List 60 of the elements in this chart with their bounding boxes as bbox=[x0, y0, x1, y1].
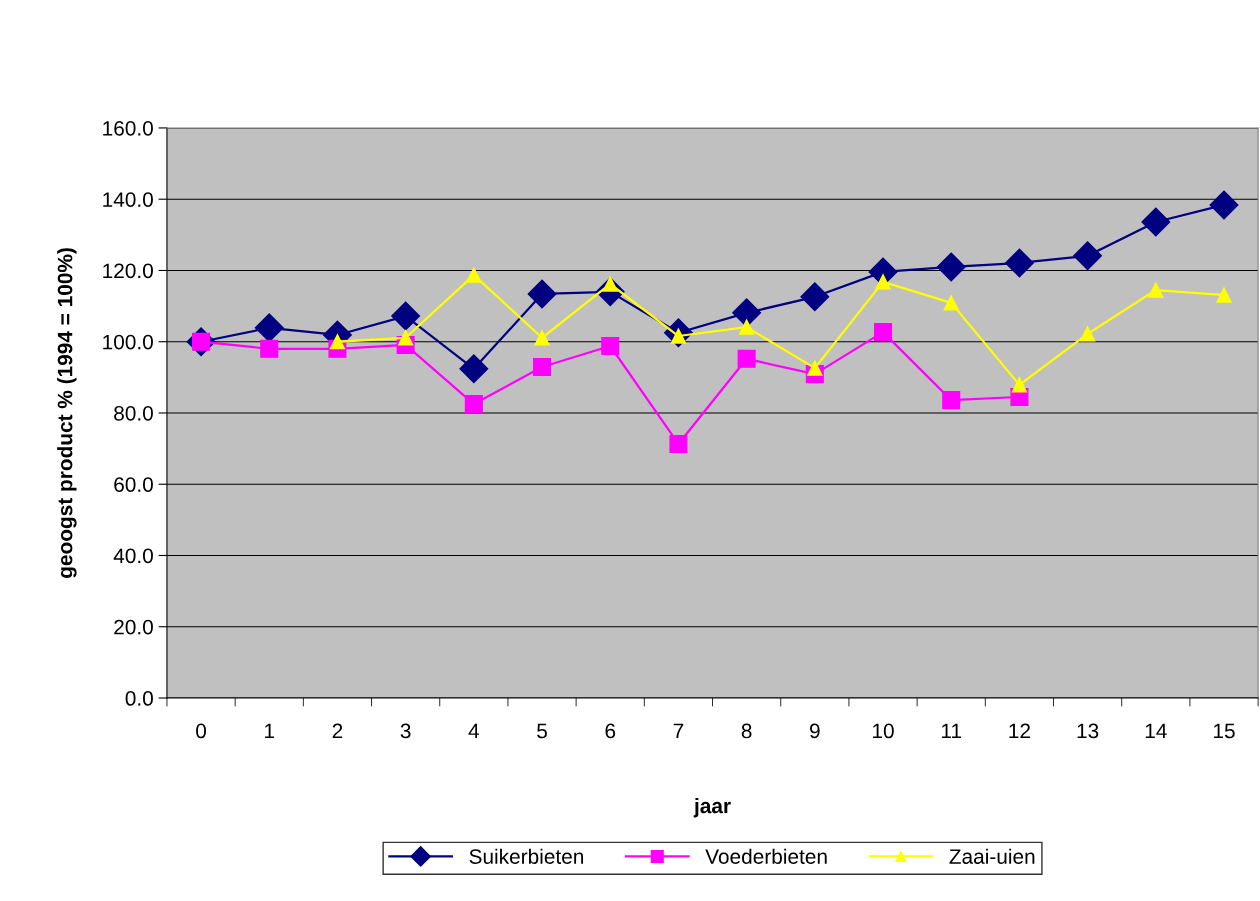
y-tick-label: 40.0 bbox=[113, 548, 153, 564]
point bbox=[1011, 377, 1028, 393]
x-tick-label: 0 bbox=[196, 723, 207, 739]
point bbox=[942, 391, 961, 410]
legend-label: Zaai-uien bbox=[949, 848, 1035, 864]
point bbox=[873, 323, 893, 342]
point bbox=[534, 330, 550, 346]
y-tick-label: 120.0 bbox=[103, 263, 153, 279]
point bbox=[254, 313, 284, 343]
x-tick-label: 11 bbox=[941, 723, 962, 739]
point bbox=[1141, 207, 1171, 237]
x-tick-label: 4 bbox=[468, 723, 480, 739]
x-tick-label: 13 bbox=[1077, 723, 1099, 739]
point bbox=[329, 334, 346, 350]
point bbox=[943, 295, 959, 311]
point bbox=[260, 339, 279, 358]
x-tick-label: 8 bbox=[741, 723, 752, 739]
x-tick-label: 12 bbox=[1009, 723, 1030, 739]
y-tick-label: 100.0 bbox=[103, 334, 153, 350]
point bbox=[391, 301, 421, 331]
x-tick-label: 6 bbox=[605, 723, 616, 739]
y-tick-label: 80.0 bbox=[114, 405, 153, 421]
point bbox=[527, 279, 557, 309]
point bbox=[669, 434, 688, 453]
point bbox=[1073, 241, 1103, 271]
x-tick-label: 9 bbox=[810, 723, 820, 739]
point bbox=[533, 357, 552, 377]
x-tick-label: 3 bbox=[400, 723, 411, 739]
point bbox=[459, 354, 489, 384]
x-axis-title: jaar bbox=[693, 797, 731, 818]
y-tick-label: 60.0 bbox=[114, 477, 153, 492]
x-tick-label: 14 bbox=[1145, 723, 1167, 739]
legend-label: Voederbieten bbox=[705, 848, 827, 864]
point bbox=[800, 282, 830, 312]
y-tick-label: 0.0 bbox=[125, 691, 153, 706]
x-tick-label: 15 bbox=[1214, 723, 1235, 739]
y-tick-label: 160.0 bbox=[103, 120, 153, 136]
point bbox=[807, 360, 823, 376]
x-tick-label: 7 bbox=[673, 723, 684, 739]
point bbox=[398, 330, 414, 346]
point bbox=[1148, 282, 1164, 298]
y-tick-label: 20.0 bbox=[114, 619, 153, 635]
point bbox=[1079, 326, 1096, 342]
x-tick-label: 5 bbox=[537, 723, 547, 739]
point bbox=[1209, 190, 1239, 220]
point bbox=[1216, 287, 1232, 303]
x-tick-label: 10 bbox=[873, 723, 894, 739]
x-tick-label: 1 bbox=[265, 723, 275, 739]
point bbox=[466, 267, 482, 283]
point bbox=[737, 349, 756, 368]
point bbox=[738, 319, 755, 335]
y-tick-label: 140.0 bbox=[103, 192, 153, 207]
point bbox=[875, 274, 891, 290]
legend-label: Suikerbieten bbox=[469, 848, 584, 864]
x-tick-label: 2 bbox=[332, 723, 343, 739]
point bbox=[601, 336, 620, 356]
y-axis-title: geoogst product % (1994 = 100%) bbox=[57, 248, 77, 578]
point bbox=[464, 395, 483, 414]
point bbox=[1004, 248, 1034, 278]
point bbox=[936, 252, 966, 282]
